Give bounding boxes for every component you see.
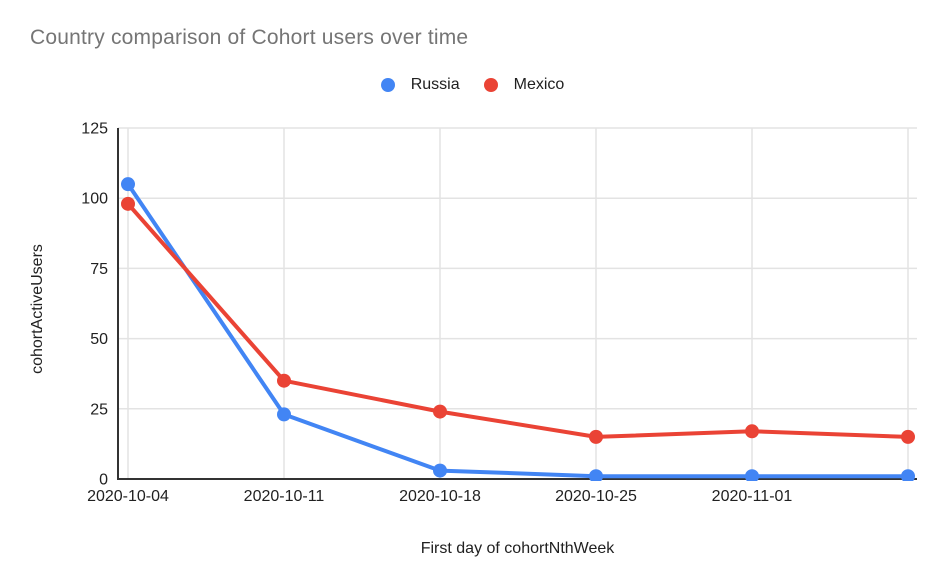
y-tick-label: 25: [90, 401, 108, 418]
legend-item-mexico[interactable]: Mexico: [483, 76, 565, 94]
data-point-mexico-1[interactable]: [277, 373, 291, 388]
legend-item-russia[interactable]: Russia: [380, 76, 460, 94]
y-tick-label: 50: [90, 331, 108, 348]
x-tick-label: 2020-10-04: [87, 488, 169, 505]
x-tick-label: 2020-10-11: [244, 488, 325, 505]
chart-title: Country comparison of Cohort users over …: [30, 26, 469, 49]
data-point-russia-1[interactable]: [277, 407, 291, 422]
y-tick-label: 75: [90, 261, 108, 278]
legend-label-russia: Russia: [410, 76, 460, 93]
y-tick-label: 0: [99, 472, 108, 489]
data-point-mexico-0[interactable]: [121, 196, 135, 211]
data-point-mexico-5[interactable]: [901, 429, 915, 444]
data-point-russia-4[interactable]: [745, 469, 759, 483]
x-tick-label: 2020-10-18: [399, 488, 481, 505]
y-tick-label: 125: [81, 121, 108, 138]
data-point-russia-0[interactable]: [121, 177, 135, 192]
y-tick-label: 100: [81, 191, 108, 208]
data-point-mexico-4[interactable]: [745, 424, 759, 439]
legend-label-mexico: Mexico: [513, 76, 565, 93]
data-point-russia-3[interactable]: [589, 469, 603, 483]
data-point-russia-5[interactable]: [901, 469, 915, 483]
russia-series-dot-icon: [380, 78, 395, 92]
x-tick-label: 2020-11-01: [712, 488, 793, 505]
mexico-series-dot-icon: [483, 78, 498, 92]
x-axis-title: First day of cohortNthWeek: [420, 540, 615, 557]
data-point-mexico-2[interactable]: [433, 404, 447, 419]
data-point-russia-2[interactable]: [433, 463, 447, 478]
series-line-russia: [126, 183, 908, 479]
chart-legend: Russia Mexico: [0, 76, 945, 94]
data-point-mexico-3[interactable]: [589, 429, 603, 444]
series-line-mexico: [126, 202, 909, 439]
x-tick-label: 2020-10-25: [555, 488, 637, 505]
